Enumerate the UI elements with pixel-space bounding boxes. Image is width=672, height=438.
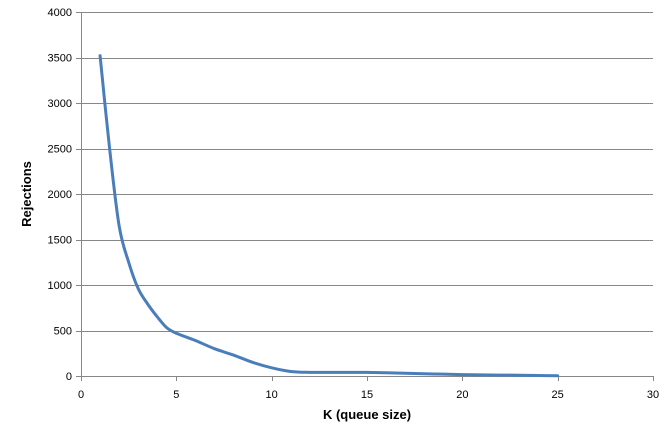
- x-tick-label: 30: [647, 389, 659, 401]
- x-tick-label: 15: [361, 389, 373, 401]
- series-line-0: [98, 54, 560, 378]
- y-axis-title: Rejections: [19, 161, 34, 227]
- y-axis-tick-labels: 0 500 1000 1500 2000 2500 3000 3500 4000: [48, 7, 72, 383]
- x-axis-tick-labels: 0 5 10 15 20 25 30: [78, 389, 659, 401]
- x-tick-label: 5: [173, 389, 179, 401]
- y-tick-label: 3500: [48, 53, 72, 65]
- y-tick-label: 4000: [48, 7, 72, 19]
- y-tick-label: 2000: [48, 189, 72, 201]
- y-tick-label: 500: [54, 326, 72, 338]
- y-tick-label: 2500: [48, 144, 72, 156]
- y-tick-label: 3000: [48, 98, 72, 110]
- y-tick-label: 1500: [48, 235, 72, 247]
- x-tick-label: 20: [456, 389, 468, 401]
- x-axis-title: K (queue size): [323, 407, 411, 422]
- series-group: [98, 54, 560, 378]
- y-tick-label: 1000: [48, 280, 72, 292]
- y-tick-label: 0: [66, 371, 72, 383]
- x-tick-label: 0: [78, 389, 84, 401]
- x-tick-label: 10: [266, 389, 278, 401]
- gridlines: [81, 12, 653, 332]
- x-tick-label: 25: [552, 389, 564, 401]
